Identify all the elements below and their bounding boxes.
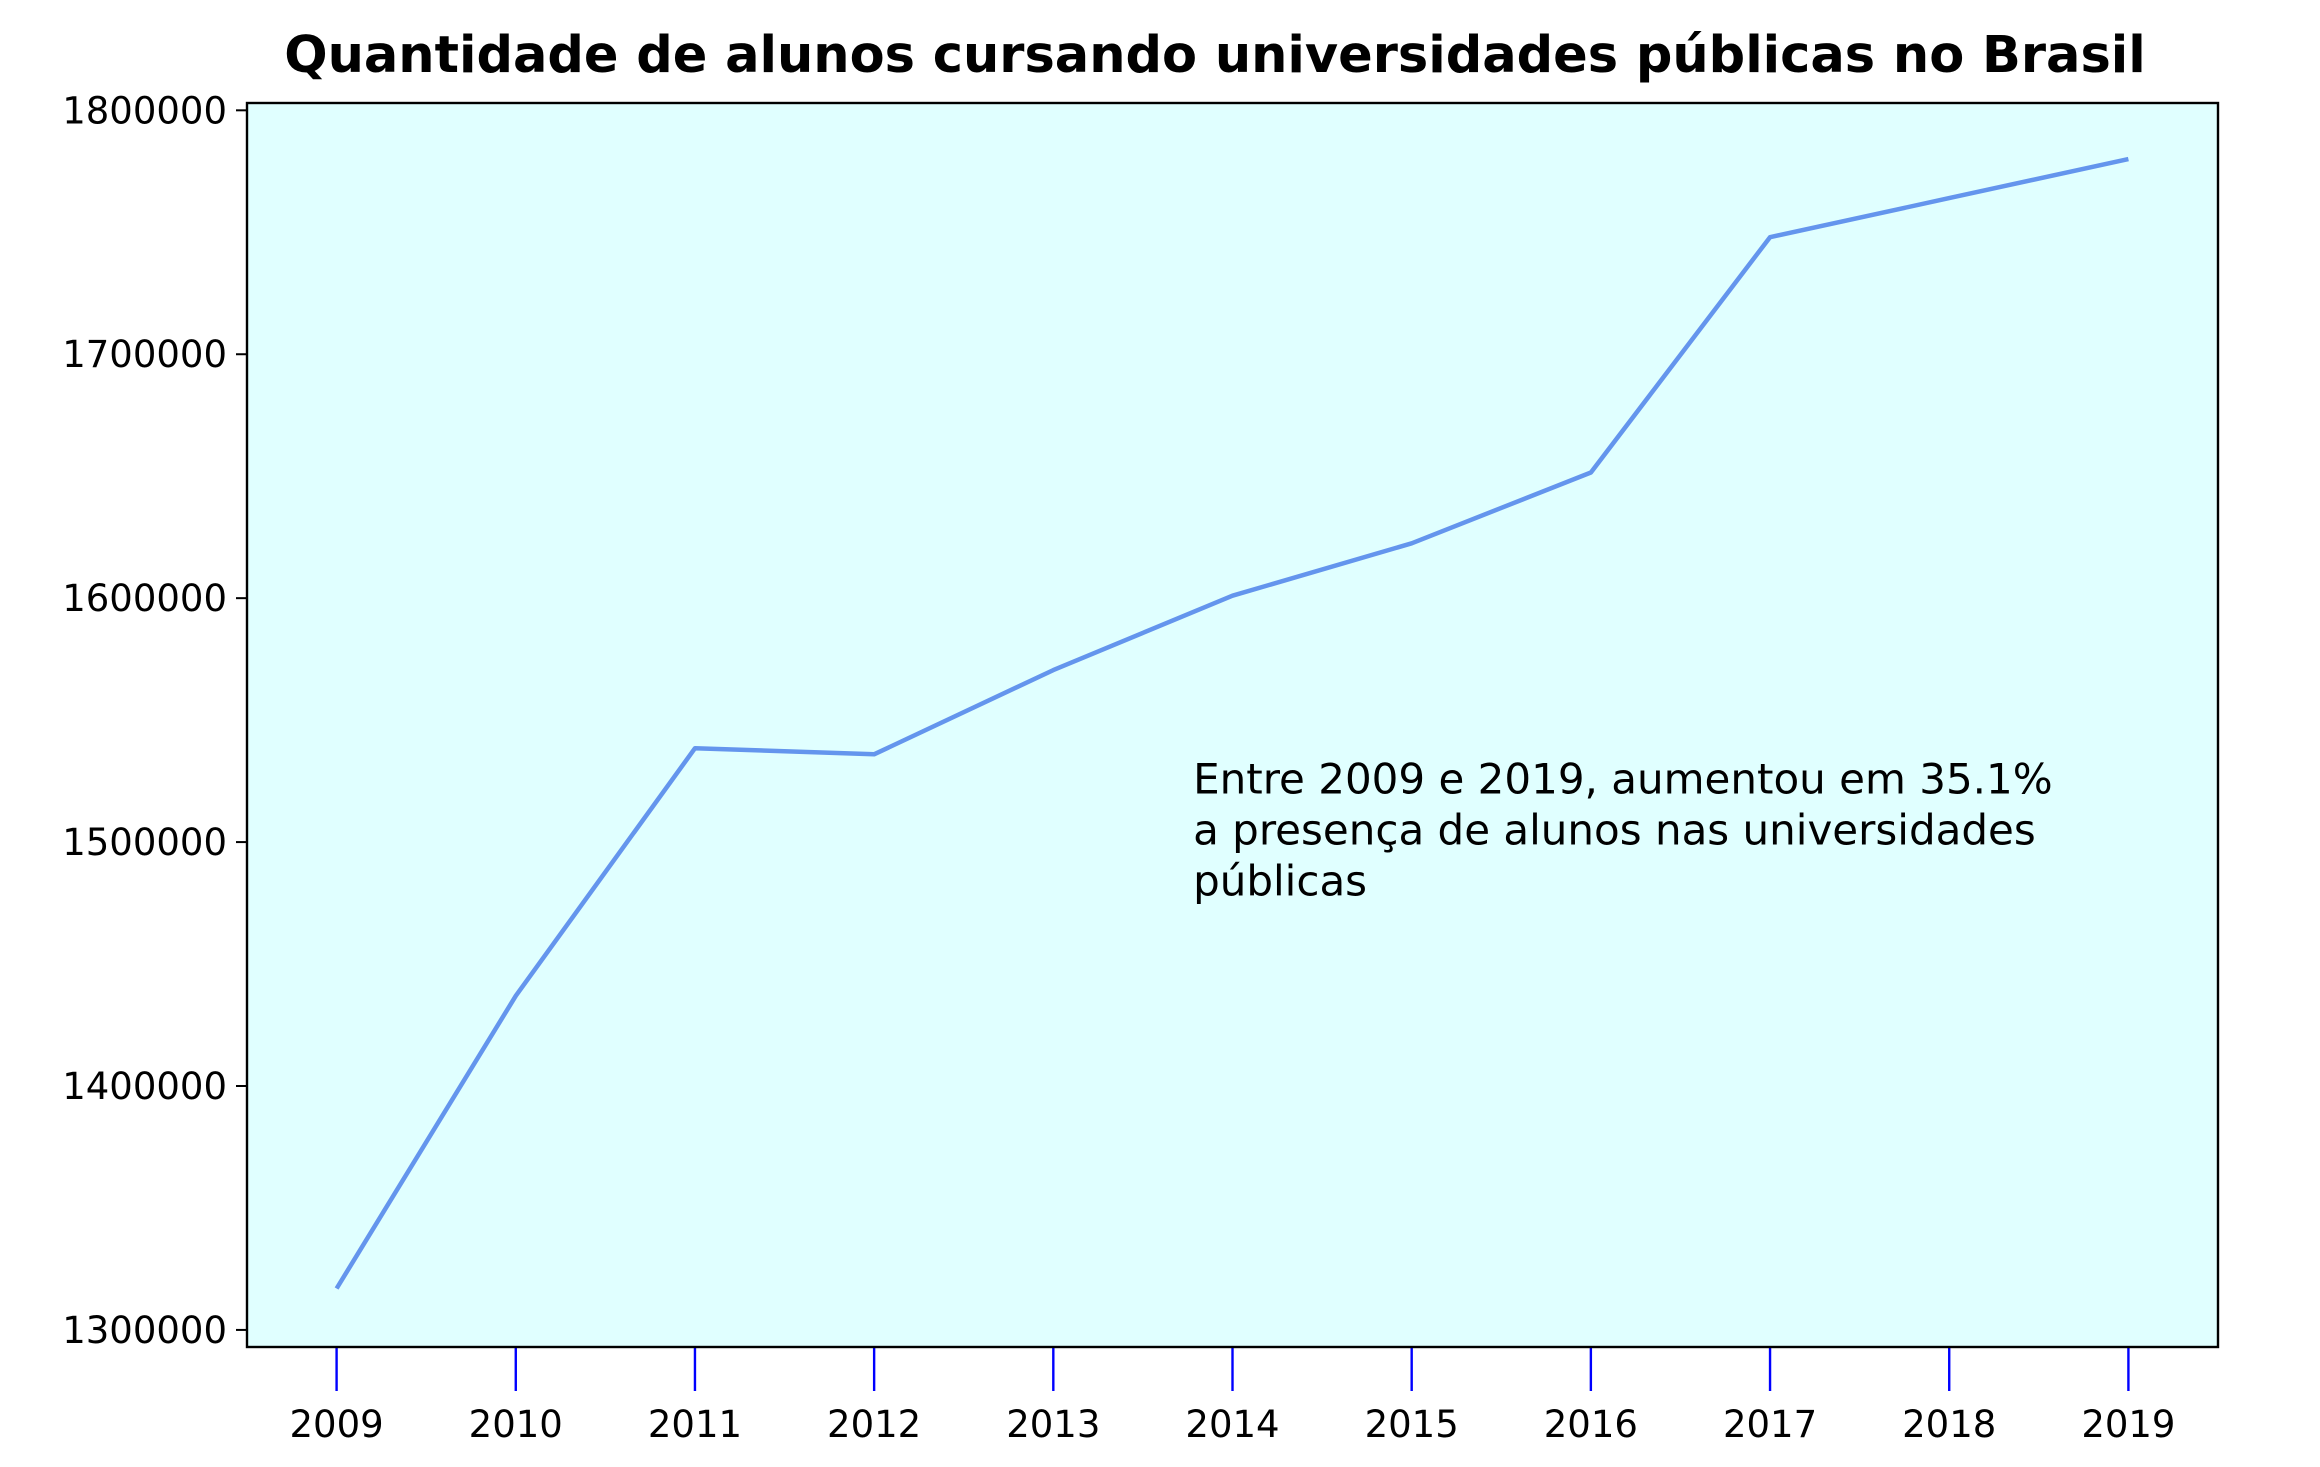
y-tick-label: 1800000 (62, 89, 227, 132)
x-tick-label: 2018 (1902, 1403, 1996, 1446)
y-axis: 1300000 1400000 1500000 1600000 1700000 18000… (62, 89, 247, 1352)
x-tick-label: 2019 (2081, 1403, 2175, 1446)
plot-frame (245, 101, 2220, 1349)
plot-area (247, 103, 2218, 1347)
x-tick-label: 2014 (1185, 1403, 1279, 1446)
y-tick-label: 1600000 (62, 577, 227, 620)
annotation: Entre 2009 e 2019, aumentou em 35.1%a pr… (1193, 754, 2053, 905)
x-axis: 2009 2010 2011 2012 2013 2014 2015 2016 2017 2018… (290, 1347, 2175, 1446)
x-tick-label: 2009 (290, 1403, 384, 1446)
chart-title: Quantidade de alunos cursando universida… (284, 26, 2146, 85)
x-tick-label: 2015 (1365, 1403, 1459, 1446)
x-tick-label: 2013 (1006, 1403, 1100, 1446)
y-tick-label: 1300000 (62, 1309, 227, 1352)
x-tick-label: 2011 (648, 1403, 742, 1446)
y-tick-label: 1500000 (62, 821, 227, 864)
annotation-line: públicas (1193, 856, 1367, 905)
x-tick-label: 2017 (1723, 1403, 1817, 1446)
x-tick-label: 2012 (827, 1403, 921, 1446)
series-line (334, 156, 2129, 1290)
y-tick-label: 1700000 (62, 333, 227, 376)
x-tick-label: 2010 (469, 1403, 563, 1446)
x-tick-label: 2016 (1544, 1403, 1638, 1446)
y-tick-label: 1400000 (62, 1065, 227, 1108)
annotation-line: Entre 2009 e 2019, aumentou em 35.1% (1193, 754, 2053, 803)
annotation-line: a presença de alunos nas universidades (1193, 805, 2036, 854)
